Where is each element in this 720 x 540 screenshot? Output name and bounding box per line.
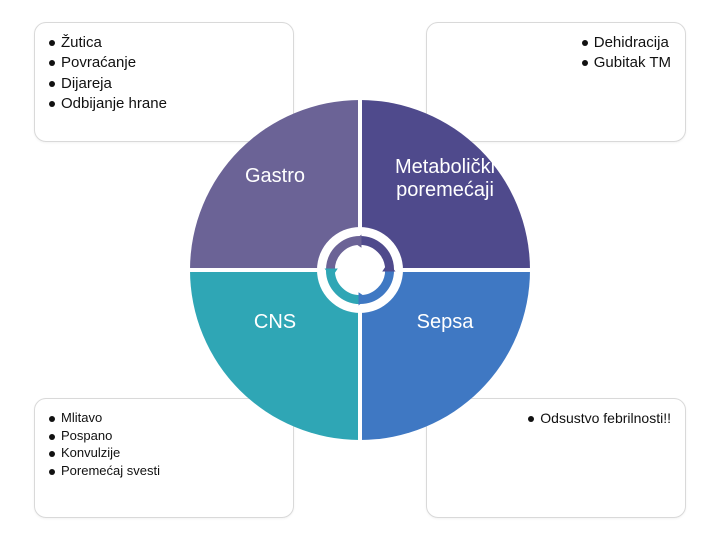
cycle-hub [317,227,403,313]
cycle-circle: Gastro Metabolički poremećaji CNS Sepsa [190,100,530,440]
bullet-icon [582,40,588,46]
list-item-label: Dehidracija [594,33,669,53]
list-item-label: Odbijanje hrane [61,94,167,114]
bullet-icon [582,60,588,66]
list-item-label: Dijareja [61,74,112,94]
list-item-label: Gubitak TM [594,53,671,73]
list-item-label: Mlitavo [61,409,102,427]
list-item: Odsustvo febrilnosti!! [528,409,671,428]
bullet-icon [49,416,55,422]
bullet-icon [49,451,55,457]
bullet-icon [49,60,55,66]
list-item: Dehidracija [582,33,671,53]
list-item-label: Odsustvo febrilnosti!! [540,409,671,428]
list-item-label: Poremećaj svesti [61,462,160,480]
list-item: Žutica [49,33,279,53]
bullet-icon [49,81,55,87]
list-item: Poremećaj svesti [49,462,279,480]
list-item-label: Pospano [61,427,112,445]
bullet-icon [49,40,55,46]
bullet-icon [49,101,55,107]
cycle-arrows-icon [323,233,397,307]
box-bottom-right-list: Odsustvo febrilnosti!! [528,409,671,428]
bullet-icon [49,434,55,440]
list-item: Gubitak TM [582,53,671,73]
list-item: Dijareja [49,74,279,94]
list-item-label: Konvulzije [61,444,120,462]
box-top-right-list: Dehidracija Gubitak TM [582,33,671,74]
list-item: Povraćanje [49,53,279,73]
list-item-label: Žutica [61,33,102,53]
diagram-stage: Žutica Povraćanje Dijareja Odbijanje hra… [0,0,720,540]
bullet-icon [49,469,55,475]
list-item: Konvulzije [49,444,279,462]
list-item-label: Povraćanje [61,53,136,73]
